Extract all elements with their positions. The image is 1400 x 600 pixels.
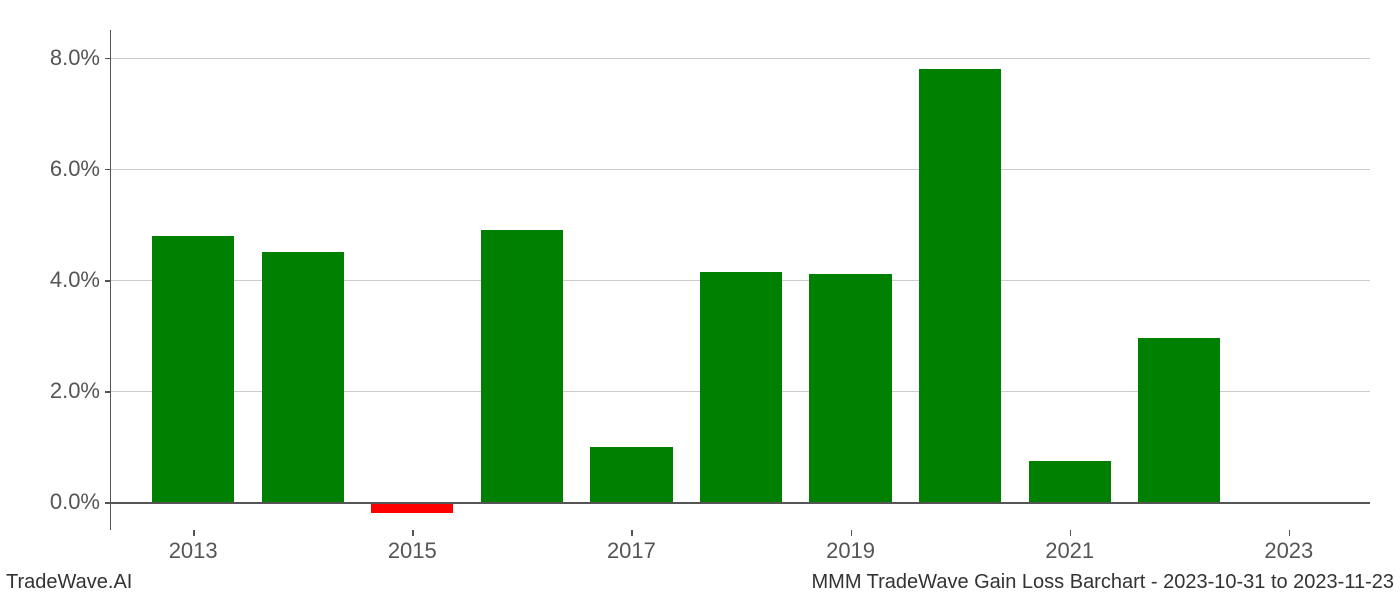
x-axis-line <box>111 502 1370 504</box>
gridline <box>111 169 1370 170</box>
bar <box>1138 338 1220 502</box>
bar <box>809 274 891 502</box>
bar <box>590 447 672 503</box>
ytick-mark <box>105 280 111 282</box>
xtick-label: 2013 <box>169 538 218 564</box>
ytick-label: 8.0% <box>10 45 100 71</box>
xtick-mark <box>1289 530 1291 536</box>
bar <box>371 502 453 513</box>
xtick-mark <box>1070 530 1072 536</box>
xtick-mark <box>193 530 195 536</box>
bar <box>700 272 782 503</box>
ytick-label: 2.0% <box>10 378 100 404</box>
bar <box>1029 461 1111 503</box>
xtick-label: 2017 <box>607 538 656 564</box>
bar <box>152 236 234 503</box>
bar <box>919 69 1001 502</box>
xtick-label: 2019 <box>826 538 875 564</box>
gridline <box>111 58 1370 59</box>
ytick-mark <box>105 169 111 171</box>
bar <box>262 252 344 502</box>
ytick-label: 6.0% <box>10 156 100 182</box>
ytick-mark <box>105 58 111 60</box>
xtick-mark <box>851 530 853 536</box>
xtick-mark <box>412 530 414 536</box>
ytick-label: 0.0% <box>10 489 100 515</box>
xtick-mark <box>631 530 633 536</box>
xtick-label: 2023 <box>1264 538 1313 564</box>
xtick-label: 2015 <box>388 538 437 564</box>
chart-container: 201320152017201920212023 TradeWave.AI MM… <box>0 0 1400 600</box>
bar <box>481 230 563 502</box>
plot-area: 201320152017201920212023 <box>110 30 1370 530</box>
xtick-label: 2021 <box>1045 538 1094 564</box>
ytick-label: 4.0% <box>10 267 100 293</box>
ytick-mark <box>105 391 111 393</box>
footer-right-label: MMM TradeWave Gain Loss Barchart - 2023-… <box>812 571 1395 594</box>
footer-left-label: TradeWave.AI <box>6 571 132 594</box>
